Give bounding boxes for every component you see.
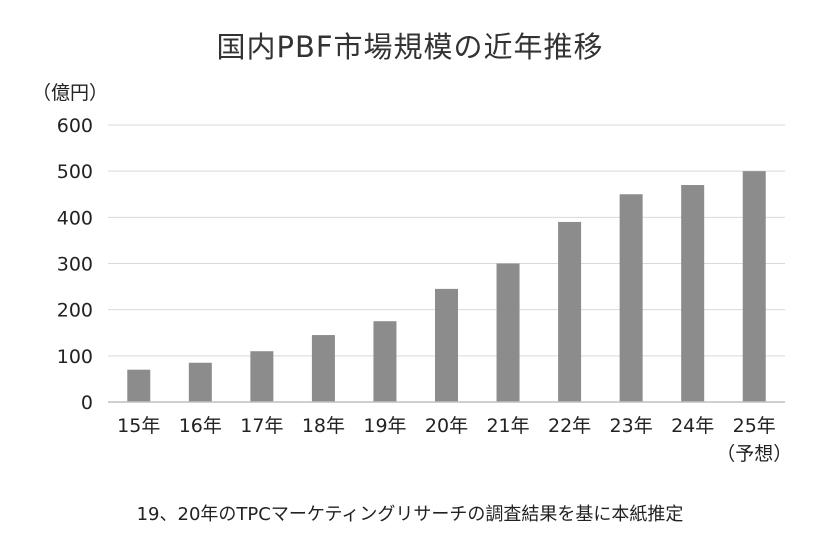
y-tick-label: 0	[81, 392, 93, 414]
y-axis-unit-label: （億円）	[32, 82, 109, 104]
x-tick-sublabel: （予想）	[716, 443, 792, 465]
x-tick-label: 19年	[363, 415, 406, 437]
chart-title: 国内PBF市場規模の近年推移	[216, 30, 604, 64]
x-tick-label: 16年	[179, 415, 222, 437]
bars	[127, 171, 766, 402]
bar	[311, 335, 335, 402]
x-tick-label: 22年	[548, 415, 591, 437]
x-tick-labels: 15年 16年 17年 18年 19年 20年 21年 22年 23年 24年 25年 （予想）	[117, 415, 792, 465]
bar	[127, 369, 151, 402]
x-tick-label: 15年	[117, 415, 160, 437]
y-tick-label: 500	[57, 161, 93, 183]
y-tick-label: 100	[57, 346, 93, 368]
bar	[435, 288, 458, 402]
x-tick-label: 24年	[671, 415, 714, 437]
bar	[742, 171, 766, 402]
bar	[496, 263, 520, 402]
bar	[250, 351, 274, 402]
bar	[373, 321, 397, 402]
y-tick-label: 300	[57, 254, 93, 276]
bar	[558, 221, 582, 402]
y-tick-label: 200	[57, 300, 93, 322]
y-tick-label: 400	[57, 207, 93, 229]
x-tick-label: 21年	[486, 415, 529, 437]
bar	[188, 362, 212, 402]
x-tick-label: 23年	[610, 415, 653, 437]
y-tick-label: 600	[57, 115, 93, 137]
x-tick-label: 25年	[733, 415, 776, 437]
x-tick-label: 17年	[240, 415, 283, 437]
x-tick-label: 18年	[302, 415, 345, 437]
bar	[681, 185, 705, 402]
x-tick-label: 20年	[425, 415, 468, 437]
y-tick-labels: 0 100 200 300 400 500 600	[57, 115, 93, 414]
source-note: 19、20年のTPCマーケティングリサーチの調査結果を基に本紙推定	[136, 504, 684, 525]
bar	[619, 194, 643, 402]
